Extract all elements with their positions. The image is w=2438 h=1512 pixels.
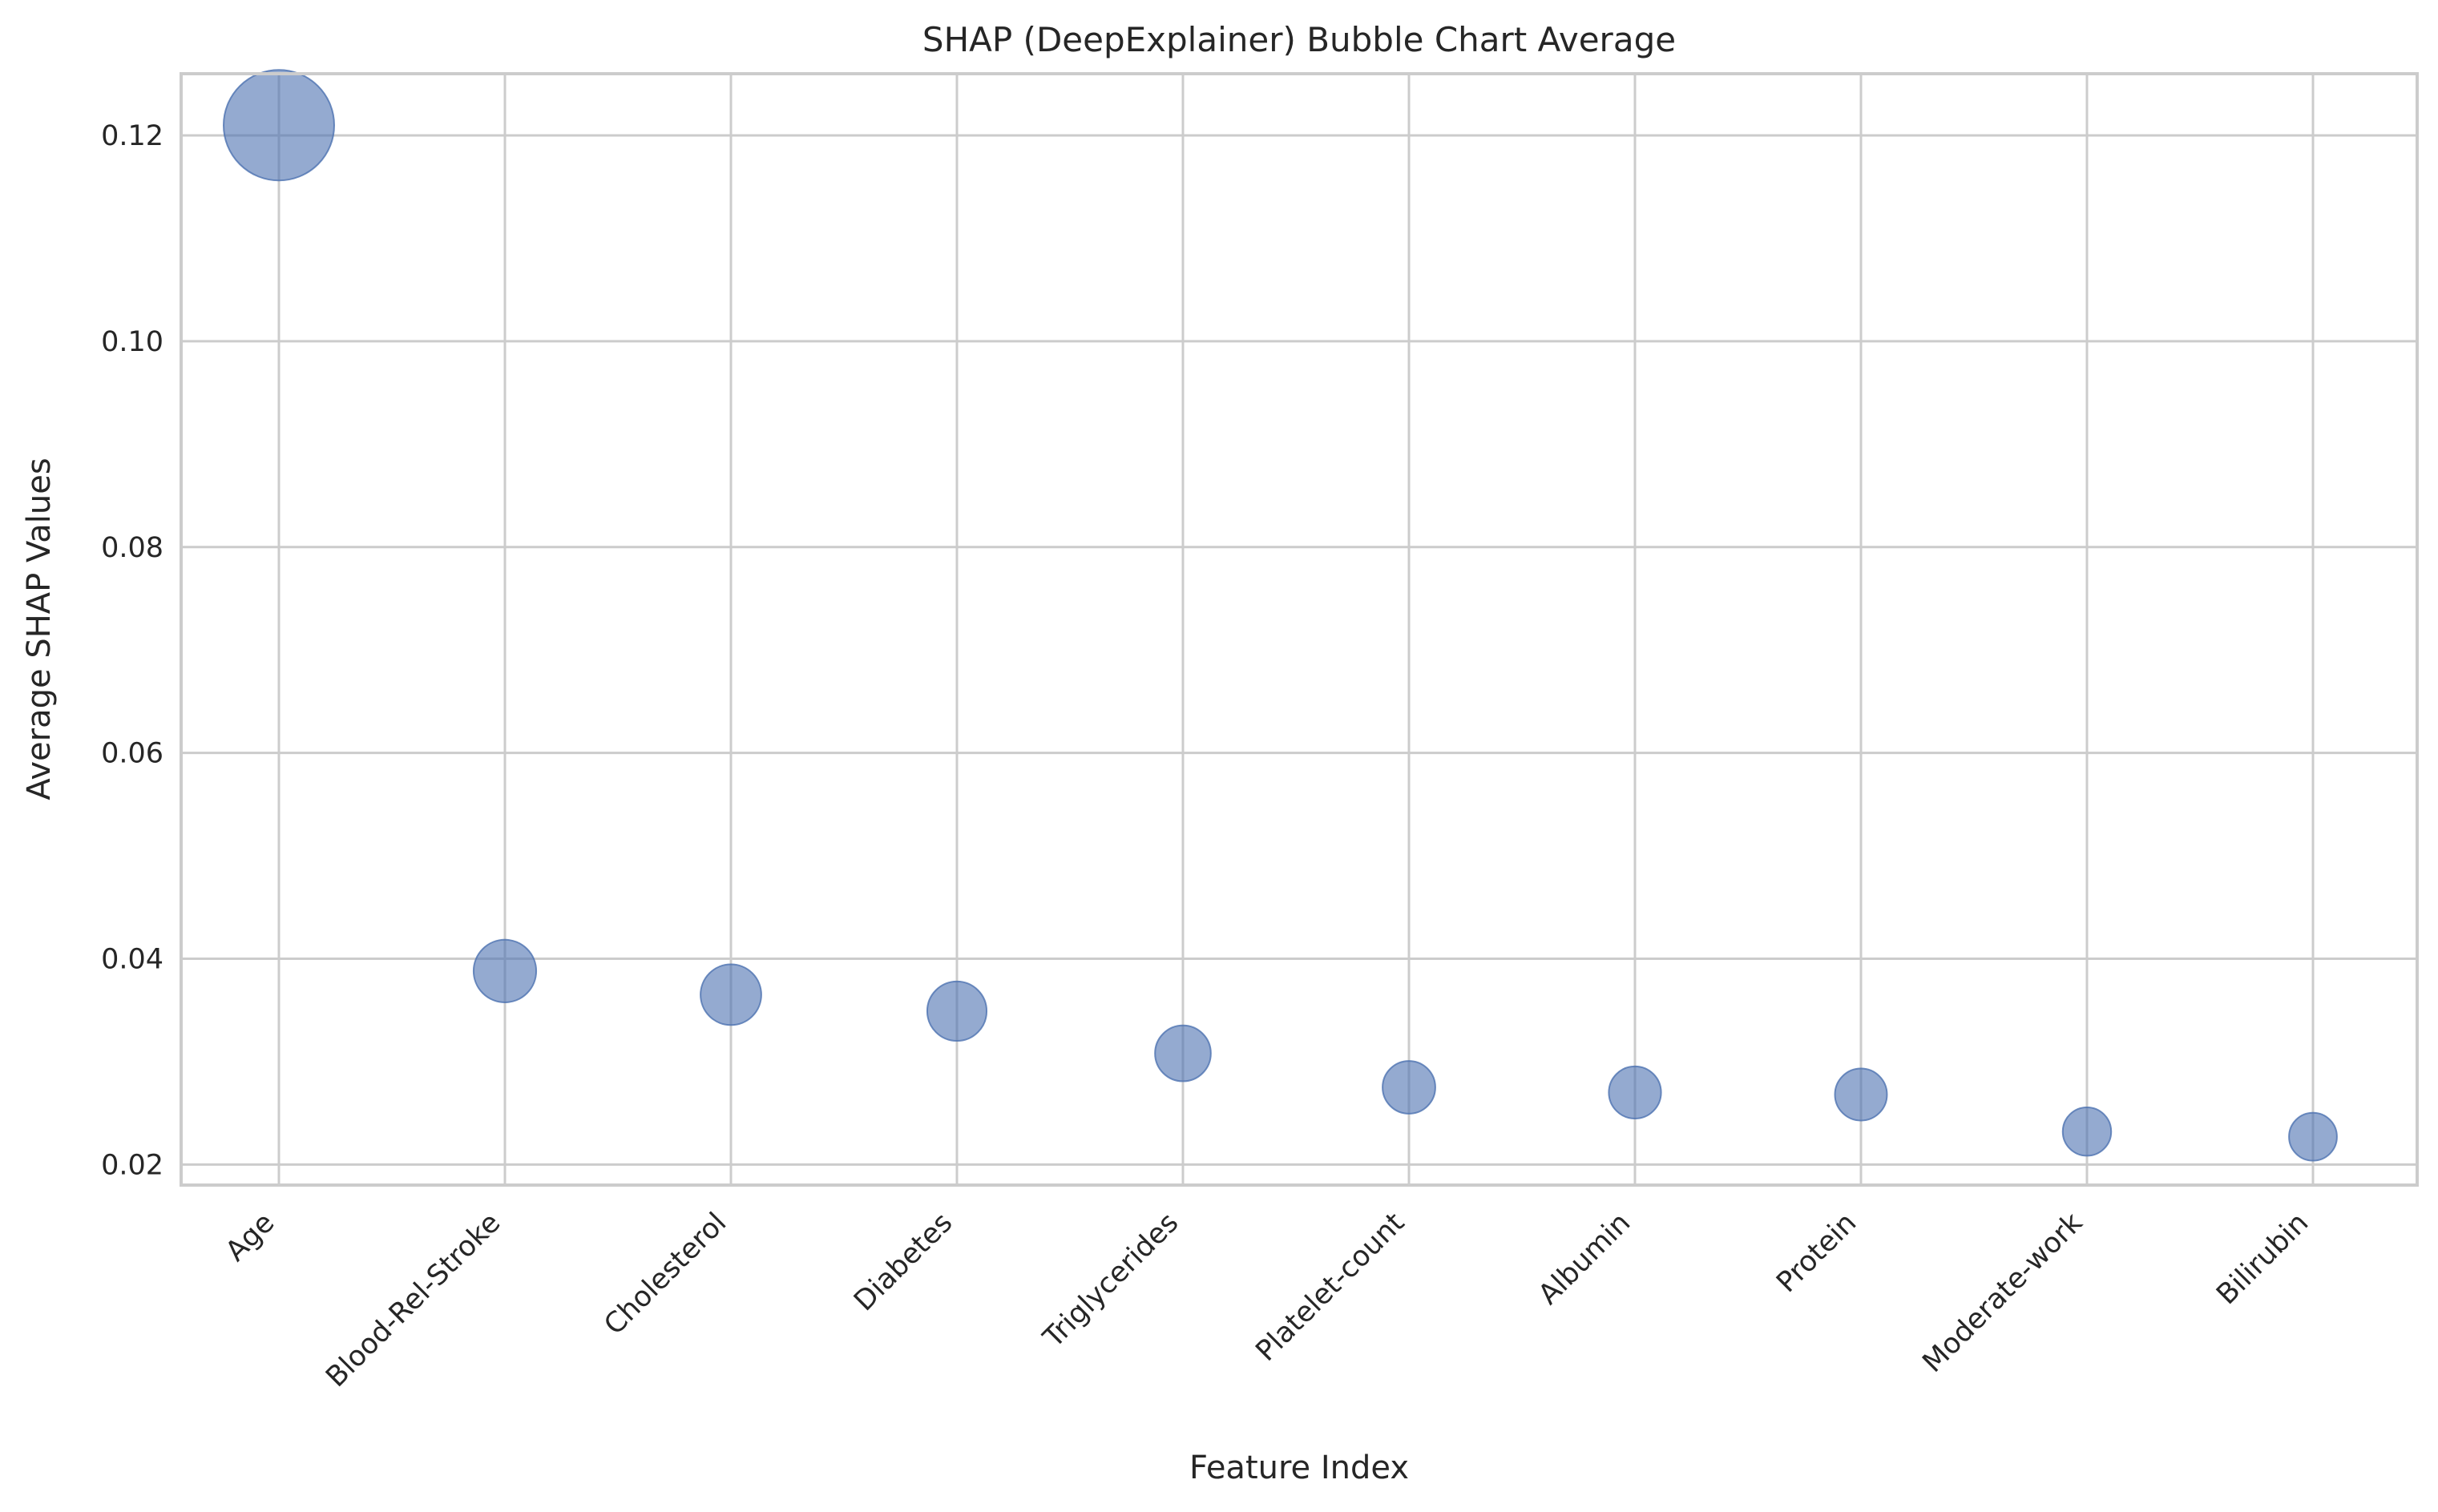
- y-axis-label: Average SHAP Values: [21, 458, 58, 800]
- bubble-point: [1154, 1024, 1212, 1083]
- x-tick-label: Protein: [1770, 1207, 1863, 1299]
- y-tick-label: 0.10: [101, 326, 163, 358]
- bubble-point: [700, 963, 762, 1026]
- x-axis-label: Feature Index: [1189, 1450, 1409, 1486]
- bubbles: [223, 69, 2338, 1162]
- x-tick-label: Triglycerides: [1037, 1207, 1185, 1354]
- y-tick-label: 0.02: [101, 1149, 163, 1181]
- y-axis-ticks: 0.02 0.04 0.06 0.08 0.10 0.12: [101, 120, 163, 1181]
- x-tick-label: Cholesterol: [598, 1207, 733, 1341]
- bubble-point: [1382, 1060, 1436, 1115]
- bubble-point: [2288, 1111, 2338, 1162]
- x-tick-label: Age: [220, 1207, 281, 1268]
- bubble-point: [472, 938, 538, 1003]
- plot-frame: [180, 72, 2419, 1187]
- bubble-point: [926, 980, 988, 1042]
- y-tick-label: 0.12: [101, 120, 163, 152]
- x-tick-label: Albumin: [1532, 1207, 1637, 1311]
- bubble-point: [223, 69, 335, 182]
- x-tick-label: Platelet-count: [1250, 1207, 1411, 1368]
- x-tick-label: Diabetes: [848, 1207, 959, 1317]
- bubble-point: [1834, 1067, 1888, 1122]
- x-tick-label: Blood-Rel-Stroke: [320, 1207, 507, 1393]
- y-tick-label: 0.04: [101, 943, 163, 975]
- bubble-point: [1608, 1065, 1662, 1120]
- grid: [181, 74, 2417, 1185]
- x-tick-label: Moderate-work: [1917, 1207, 2089, 1379]
- y-tick-label: 0.06: [101, 738, 163, 770]
- bubble-point: [2061, 1107, 2113, 1157]
- x-axis-ticks: Age Blood-Rel-Stroke Cholesterol Diabetes Tr…: [220, 1207, 2315, 1394]
- x-tick-label: Bilirubin: [2210, 1207, 2315, 1311]
- chart-title: SHAP (DeepExplainer) Bubble Chart Averag…: [922, 20, 1676, 59]
- y-tick-label: 0.08: [101, 532, 163, 564]
